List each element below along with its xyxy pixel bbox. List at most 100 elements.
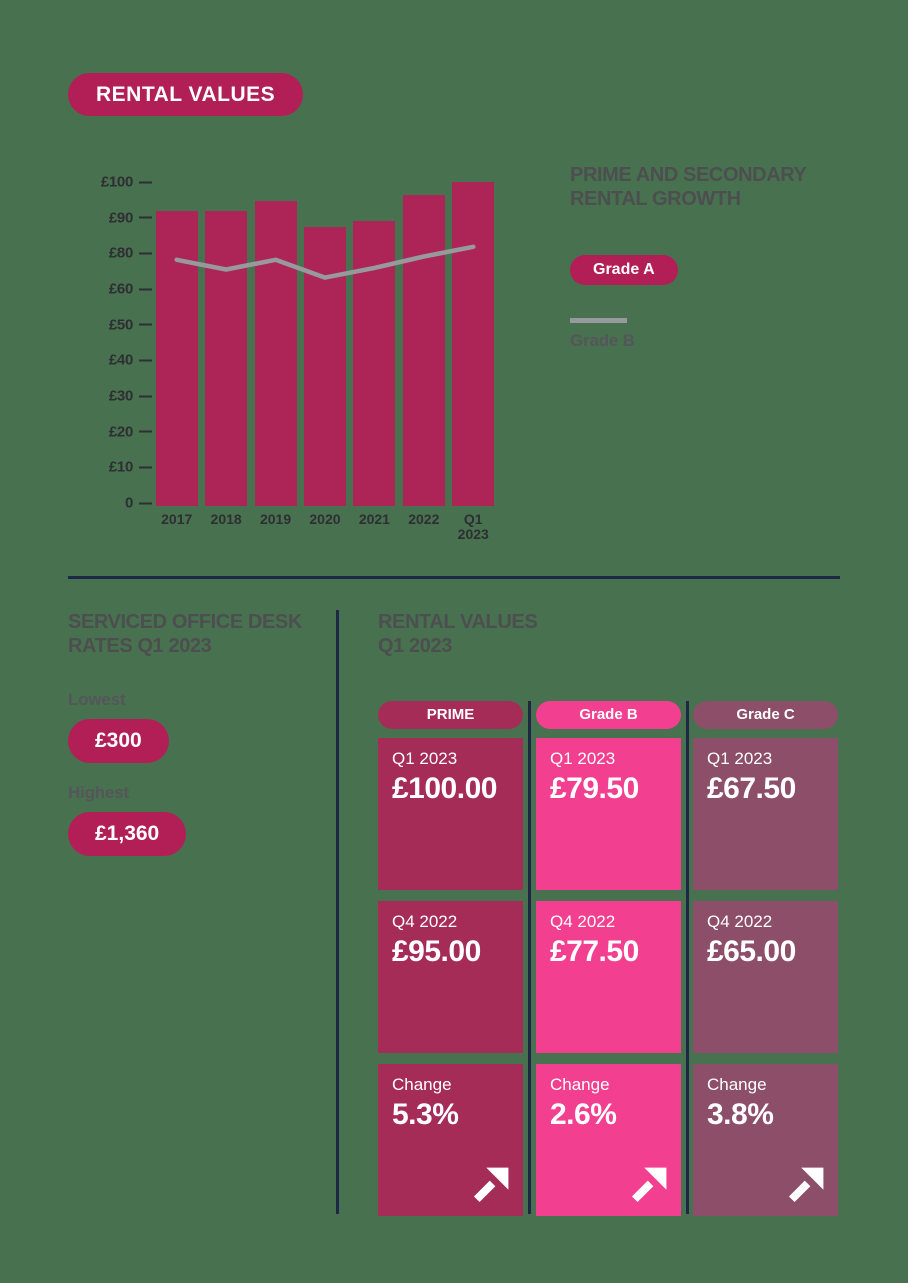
rental-values-title-line1: RENTAL VALUES <box>378 611 538 633</box>
card-period-label: Change <box>550 1075 610 1094</box>
card-period-label: Q4 2022 <box>550 912 616 931</box>
prime-secondary-chart: £100 £90 £80 £60 £50 £40 £30 £20 £10 0 2017 2018 20… <box>82 174 498 542</box>
x-label: 2017 <box>161 511 193 527</box>
bar <box>155 211 198 506</box>
chart-title-line1: PRIME AND SECONDARY <box>570 164 807 186</box>
column-prime: PRIME Q1 2023 £100.00 Q4 2022 £95.00 Cha… <box>378 701 523 1227</box>
card-value: 2.6% <box>550 1098 617 1131</box>
desk-rates-title-line1: SERVICED OFFICE DESK <box>68 611 302 633</box>
grade-a-legend-pill: Grade A <box>570 255 678 285</box>
y-tick-label: £40 <box>108 351 133 369</box>
card-period-label: Change <box>392 1075 452 1094</box>
card-value: 3.8% <box>707 1098 774 1131</box>
card-period-label: Q4 2022 <box>707 912 773 931</box>
vertical-divider <box>336 610 339 1214</box>
y-tick-label: £100 <box>100 173 133 191</box>
column-header-pill: Grade C <box>693 701 838 729</box>
chart-y-axis: £100 £90 £80 £60 £50 £40 £30 £20 £10 0 <box>82 174 152 512</box>
highest-rate-pill: £1,360 <box>68 812 187 856</box>
bar <box>303 227 346 506</box>
bar <box>452 182 495 506</box>
chart-x-axis: 2017 2018 2019 2020 2021 2022 Q1 2023 <box>152 512 498 542</box>
card-value: £65.00 <box>707 935 796 968</box>
y-tick-label: £10 <box>108 458 133 476</box>
y-tick-label: £90 <box>108 209 133 227</box>
y-tick: £30 <box>82 388 152 405</box>
y-tick: £90 <box>82 209 152 226</box>
card-period-label: Change <box>707 1075 767 1094</box>
y-tick-mark <box>139 323 152 326</box>
chart-plot-area <box>152 182 498 506</box>
y-tick: £100 <box>82 174 152 191</box>
grade-b-line-swatch <box>570 318 627 323</box>
card-period-label: Q1 2023 <box>392 749 458 768</box>
y-tick: £80 <box>82 245 152 262</box>
increase-arrow-icon <box>472 1166 510 1204</box>
increase-arrow-icon <box>787 1166 825 1204</box>
change-card: Change 2.6% <box>536 1064 681 1216</box>
value-card: Q4 2022 £65.00 <box>693 901 838 1053</box>
y-tick-label: 0 <box>124 494 133 512</box>
y-tick-label: £30 <box>108 387 133 405</box>
bar <box>205 211 248 506</box>
chart-title: PRIME AND SECONDARY RENTAL GROWTH <box>570 163 850 211</box>
y-tick-mark <box>139 502 152 504</box>
rental-values-badge: RENTAL VALUES <box>68 73 304 116</box>
card-value: £77.50 <box>550 935 639 968</box>
y-tick-label: £20 <box>108 423 133 441</box>
column-header-pill: Grade B <box>536 701 681 729</box>
card-period-label: Q1 2023 <box>550 749 616 768</box>
column-header-pill: PRIME <box>378 701 523 729</box>
y-tick: £60 <box>82 281 152 298</box>
x-label: Q1 2023 <box>457 511 489 542</box>
desk-rates-title: SERVICED OFFICE DESK RATES Q1 2023 <box>68 610 318 658</box>
y-tick-mark <box>139 359 152 362</box>
rental-values-title: RENTAL VALUES Q1 2023 <box>378 610 538 658</box>
card-period-label: Q4 2022 <box>392 912 458 931</box>
desk-rates-title-line2: RATES Q1 2023 <box>68 635 212 657</box>
card-value: £95.00 <box>392 935 481 968</box>
column-grade-c: Grade C Q1 2023 £67.50 Q4 2022 £65.00 Ch… <box>693 701 838 1227</box>
y-tick: £20 <box>82 423 152 440</box>
card-value: 5.3% <box>392 1098 459 1131</box>
change-card: Change 3.8% <box>693 1064 838 1216</box>
chart-bars <box>152 182 498 506</box>
card-value: £67.50 <box>707 772 796 805</box>
grade-b-legend-label: Grade B <box>570 331 635 350</box>
x-label: 2021 <box>358 511 390 527</box>
y-tick: £40 <box>82 352 152 369</box>
card-value: £79.50 <box>550 772 639 805</box>
y-tick-label: £50 <box>108 316 133 334</box>
chart-title-line2: RENTAL GROWTH <box>570 188 741 210</box>
column-grade-b: Grade B Q1 2023 £79.50 Q4 2022 £77.50 Ch… <box>536 701 681 1227</box>
x-label: 2022 <box>408 511 440 527</box>
y-tick-mark <box>139 252 152 255</box>
bar <box>254 201 297 506</box>
column-separator <box>686 701 689 1214</box>
y-tick-mark <box>139 216 152 219</box>
desk-rates-panel: SERVICED OFFICE DESK RATES Q1 2023 Lowes… <box>68 610 318 856</box>
y-tick: £50 <box>82 316 152 333</box>
x-label: 2019 <box>259 511 292 527</box>
y-tick-label: £80 <box>108 244 133 262</box>
y-tick-mark <box>139 395 152 397</box>
value-card: Q1 2023 £79.50 <box>536 738 681 890</box>
lowest-label: Lowest <box>68 690 126 709</box>
y-tick: 0 <box>82 495 152 512</box>
value-card: Q1 2023 £67.50 <box>693 738 838 890</box>
y-tick-mark <box>139 430 152 433</box>
x-label: 2020 <box>309 511 341 527</box>
value-card: Q4 2022 £77.50 <box>536 901 681 1053</box>
change-card: Change 5.3% <box>378 1064 523 1216</box>
section-divider <box>68 576 840 579</box>
y-tick-mark <box>139 181 152 183</box>
value-card: Q1 2023 £100.00 <box>378 738 523 890</box>
card-value: £100.00 <box>392 772 497 805</box>
value-card: Q4 2022 £95.00 <box>378 901 523 1053</box>
bar <box>402 194 445 506</box>
increase-arrow-icon <box>630 1166 668 1204</box>
rental-values-title-line2: Q1 2023 <box>378 635 452 657</box>
highest-label: Highest <box>68 783 129 802</box>
lowest-rate-pill: £300 <box>68 719 169 763</box>
